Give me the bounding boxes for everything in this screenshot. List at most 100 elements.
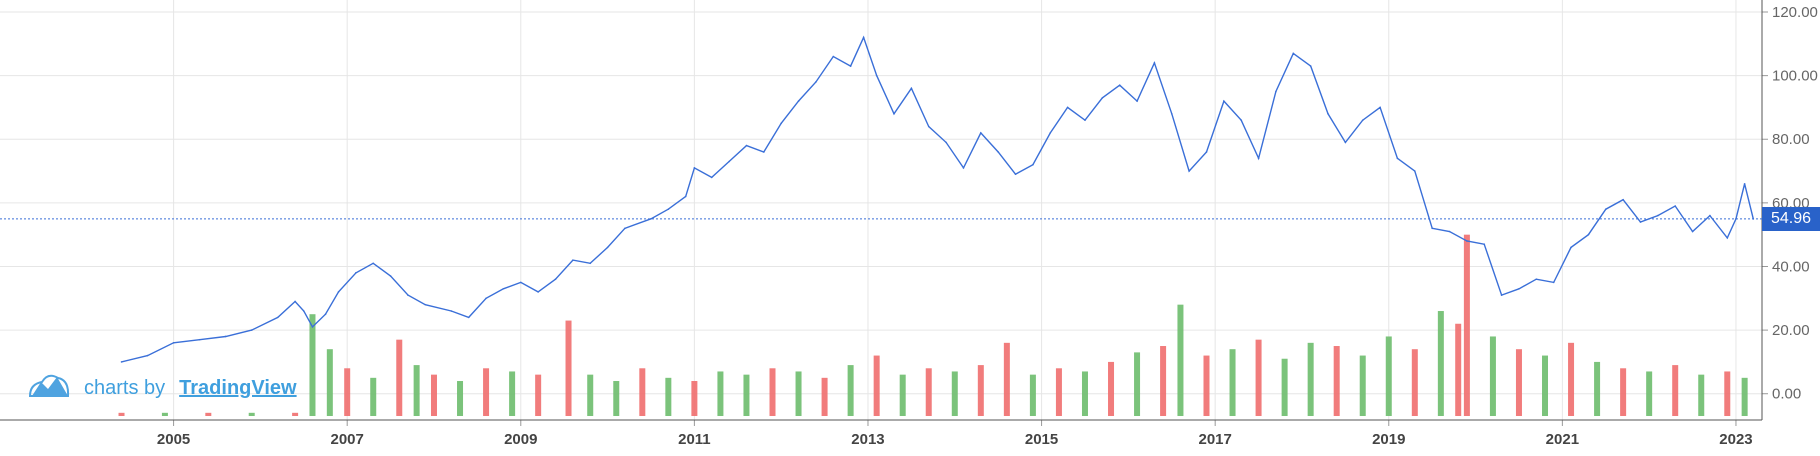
volume-bar (1620, 368, 1627, 416)
volume-bar (1515, 349, 1522, 416)
volume-bar (717, 371, 724, 416)
price-point (502, 287, 505, 290)
volume-bar (1160, 346, 1167, 416)
volume-bar (309, 314, 316, 416)
price-point (1309, 65, 1312, 67)
price-point (198, 338, 201, 341)
price-point (1188, 170, 1190, 172)
price-point (485, 297, 487, 300)
volume-bar (587, 374, 594, 416)
price-point (1691, 230, 1694, 233)
price-point (1344, 141, 1347, 144)
price-point (797, 100, 800, 102)
price-point (684, 195, 687, 198)
price-point (815, 81, 817, 83)
tradingview-watermark[interactable]: charts by TradingView (28, 372, 297, 404)
y-tick-label: 120.00 (1772, 4, 1818, 21)
x-tick-label: 2019 (1372, 431, 1405, 448)
price-point (1709, 214, 1711, 217)
volume-bar (1455, 323, 1462, 416)
volume-bar (535, 374, 542, 416)
price-point (554, 278, 557, 281)
price-point (389, 275, 392, 277)
price-point (710, 176, 713, 179)
volume-bar (205, 412, 212, 416)
price-point (1136, 100, 1138, 102)
price-point (1483, 243, 1486, 246)
x-tick-label: 2021 (1546, 431, 1579, 448)
volume-bar (847, 365, 854, 416)
price-point (337, 291, 340, 293)
price-point (650, 217, 652, 220)
x-tick-label: 2017 (1198, 431, 1231, 448)
volume-bar (1307, 342, 1314, 416)
volume-bar (1281, 358, 1288, 416)
price-point (1518, 287, 1520, 290)
y-tick-label: 40.00 (1772, 258, 1810, 275)
price-point (1552, 281, 1555, 284)
volume-bar (1255, 339, 1262, 416)
volume-bar (370, 377, 377, 416)
price-point (355, 272, 357, 274)
price-point (276, 316, 279, 319)
price-point (250, 329, 253, 331)
volume-bar (1568, 342, 1575, 416)
price-point (1396, 157, 1399, 160)
price-point (1084, 119, 1086, 121)
x-tick-label: 2009 (504, 431, 537, 448)
price-point (311, 326, 314, 328)
price-point (606, 246, 609, 249)
price-point (945, 141, 947, 144)
volume-bar (1108, 361, 1115, 416)
price-point (693, 167, 696, 169)
x-tick-label: 2011 (678, 431, 711, 448)
volume-bar (925, 368, 932, 416)
volume-bar (413, 365, 420, 416)
price-point (589, 262, 592, 265)
price-point (1032, 163, 1034, 166)
volume-bar (292, 412, 299, 416)
price-point (1743, 182, 1746, 185)
price-point (1639, 221, 1642, 223)
price-point (832, 55, 835, 58)
volume-bar (977, 365, 984, 416)
price-point (1327, 112, 1329, 115)
volume-bar (344, 368, 351, 416)
price-point (1205, 151, 1208, 153)
price-point (1414, 170, 1416, 172)
volume-bar (1385, 336, 1392, 416)
price-point (1257, 157, 1260, 160)
price-point (294, 300, 296, 303)
price-point (1431, 227, 1433, 230)
x-tick-label: 2005 (157, 431, 190, 448)
volume-bar (1542, 355, 1549, 416)
price-point (1657, 214, 1659, 217)
price-point (997, 151, 999, 153)
volume-bar (1333, 346, 1340, 416)
price-point (849, 65, 852, 67)
x-tick-label: 2015 (1025, 431, 1058, 448)
volume-bar (951, 371, 958, 416)
volume-bar (1741, 377, 1748, 416)
price-point (146, 354, 149, 357)
price-point (1622, 198, 1624, 201)
volume-bar (1594, 361, 1601, 416)
price-point (1361, 119, 1364, 121)
volume-bar (613, 381, 620, 416)
volume-bar (691, 381, 698, 416)
volume-bar (565, 320, 572, 416)
price-point (450, 310, 453, 312)
volume-bar (1672, 365, 1679, 416)
watermark-brand-link[interactable]: TradingView (179, 376, 297, 399)
price-point (224, 335, 227, 338)
price-point (572, 259, 574, 261)
volume-bar (795, 371, 802, 416)
volume-bar (248, 412, 255, 416)
x-tick-label: 2013 (851, 431, 884, 448)
volume-bar (457, 381, 464, 416)
volume-bar (1489, 336, 1496, 416)
volume-bar (1437, 311, 1444, 416)
volume-bar (483, 368, 490, 416)
